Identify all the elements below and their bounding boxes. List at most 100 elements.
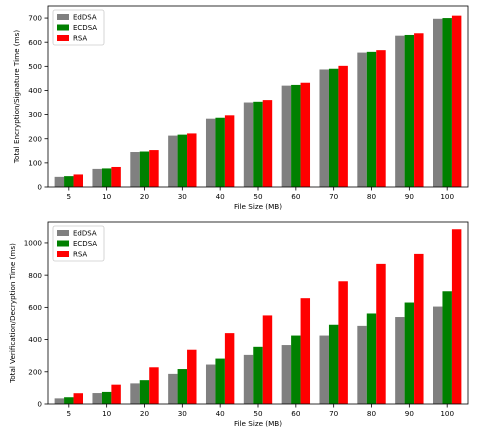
x-axis-label: File Size (MB) (234, 202, 282, 211)
legend-label-ecdsa: ECDSA (73, 240, 97, 248)
bar-rsa-10 (111, 166, 121, 187)
x-tick-label: 100 (440, 409, 454, 418)
bar-rsa-10 (111, 384, 121, 404)
legend-swatch-ecdsa (57, 240, 69, 247)
y-tick-label: 1000 (24, 239, 43, 248)
bar-eddsa-30 (168, 135, 178, 187)
bar-eddsa-20 (130, 383, 140, 404)
bar-rsa-50 (262, 315, 273, 404)
bar-eddsa-5 (54, 398, 65, 404)
bar-ecdsa-70 (328, 68, 339, 187)
legend-label-rsa: RSA (73, 35, 87, 43)
x-tick-label: 20 (140, 409, 150, 418)
x-tick-label: 40 (216, 192, 226, 201)
bar-rsa-5 (73, 174, 83, 187)
bar-rsa-90 (414, 33, 424, 187)
bar-ecdsa-50 (253, 101, 263, 187)
legend-swatch-rsa (57, 35, 69, 41)
x-tick-label: 60 (291, 409, 301, 418)
x-tick-label: 70 (329, 409, 339, 418)
bar-eddsa-80 (357, 52, 367, 187)
bar-eddsa-90 (395, 35, 405, 188)
bar-eddsa-60 (281, 85, 292, 187)
x-tick-label: 100 (440, 192, 454, 201)
bar-eddsa-50 (243, 354, 254, 404)
x-tick-label: 50 (253, 409, 263, 418)
x-tick-label: 80 (367, 409, 377, 418)
bar-rsa-50 (262, 100, 273, 187)
y-tick-label: 0 (37, 183, 42, 192)
y-tick-label: 300 (28, 110, 42, 119)
bar-rsa-90 (414, 253, 424, 404)
bar-eddsa-10 (92, 393, 102, 404)
bar-rsa-30 (187, 349, 197, 404)
y-tick-label: 500 (28, 62, 42, 71)
x-tick-label: 40 (216, 409, 226, 418)
bar-ecdsa-40 (215, 117, 225, 187)
bar-ecdsa-30 (177, 369, 188, 404)
bar-eddsa-40 (205, 118, 216, 187)
y-tick-label: 600 (28, 303, 42, 312)
x-tick-label: 60 (291, 192, 301, 201)
bar-ecdsa-5 (64, 176, 74, 187)
bar-rsa-20 (149, 367, 159, 404)
bar-rsa-40 (224, 115, 235, 187)
legend-label-rsa: RSA (73, 251, 87, 259)
bar-ecdsa-80 (366, 313, 377, 404)
bar-rsa-70 (338, 281, 348, 404)
bar-eddsa-30 (168, 373, 178, 404)
bar-rsa-20 (149, 150, 159, 187)
bar-ecdsa-100 (442, 291, 452, 404)
bar-rsa-70 (338, 65, 348, 187)
bar-eddsa-100 (433, 18, 443, 187)
bar-ecdsa-70 (328, 324, 339, 404)
x-tick-label: 20 (140, 192, 150, 201)
x-tick-label: 10 (102, 192, 112, 201)
y-tick-label: 700 (28, 14, 42, 23)
bar-eddsa-40 (205, 364, 216, 404)
bar-ecdsa-100 (442, 18, 452, 187)
x-tick-label: 70 (329, 192, 339, 201)
bar-eddsa-5 (54, 176, 65, 187)
bar-ecdsa-60 (291, 84, 301, 187)
bar-ecdsa-20 (139, 151, 150, 187)
y-tick-label: 400 (28, 335, 42, 344)
legend-swatch-rsa (57, 251, 69, 257)
bar-rsa-60 (300, 82, 311, 187)
legend-label-eddsa: EdDSA (73, 14, 97, 22)
bar-eddsa-80 (357, 325, 367, 404)
x-tick-label: 30 (178, 409, 188, 418)
bar-rsa-80 (376, 263, 386, 404)
bar-ecdsa-90 (404, 302, 415, 404)
bar-eddsa-50 (243, 102, 254, 187)
x-tick-label: 80 (367, 192, 377, 201)
legend-label-ecdsa: ECDSA (73, 24, 97, 32)
bar-rsa-100 (451, 15, 462, 188)
x-tick-label: 90 (405, 192, 415, 201)
y-tick-label: 200 (28, 367, 42, 376)
bar-eddsa-70 (319, 335, 329, 404)
x-tick-label: 5 (67, 409, 72, 418)
x-tick-label: 50 (253, 192, 263, 201)
chart-encryption-time: 0 100 200 300 400 500 600 700 5 10 20 30 40 50 60 70 80 9… (12, 5, 469, 211)
legend-swatch-eddsa (57, 14, 69, 20)
bar-eddsa-90 (395, 317, 405, 404)
bar-rsa-80 (376, 50, 386, 187)
y-tick-label: 200 (28, 134, 42, 143)
bar-rsa-100 (451, 229, 462, 404)
x-tick-label: 90 (405, 409, 415, 418)
bar-eddsa-70 (319, 69, 329, 187)
bar-eddsa-20 (130, 152, 140, 187)
bar-ecdsa-80 (366, 51, 377, 187)
bar-ecdsa-60 (291, 335, 301, 404)
bar-rsa-40 (224, 333, 235, 404)
bar-ecdsa-40 (215, 358, 225, 404)
x-tick-label: 10 (102, 409, 112, 418)
bar-ecdsa-90 (404, 34, 415, 188)
bar-eddsa-60 (281, 345, 292, 404)
x-axis-label: File Size (MB) (234, 419, 282, 428)
bar-ecdsa-50 (253, 346, 263, 404)
legend-label-eddsa: EdDSA (73, 230, 97, 238)
